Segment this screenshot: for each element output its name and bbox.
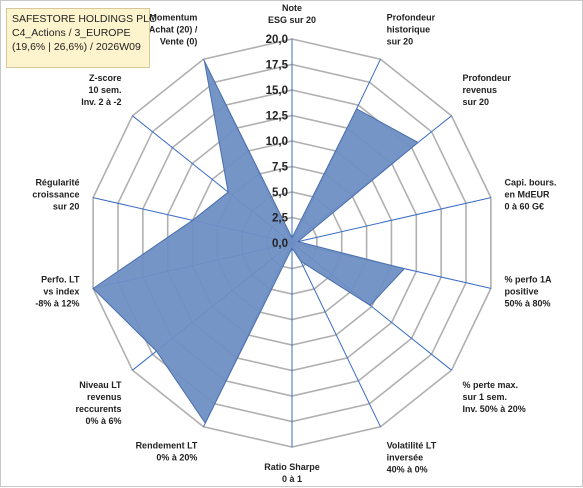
- axis-label-line: Inv. 50% à 20%: [462, 404, 525, 414]
- title-stats: (19,6% | 26,6%) / 2026W09: [12, 41, 141, 53]
- axis-label: Régularité croissance sur 20: [32, 177, 79, 211]
- tick-label: 20,0: [266, 34, 288, 46]
- axis-label: Momentum Achat (20) / Vente (0): [149, 13, 198, 47]
- tick-label: 17,5: [266, 60, 289, 72]
- axis-label-line: -8% à 12%: [35, 299, 79, 309]
- axis-label-line: 10 sem.: [89, 85, 122, 95]
- axis-label-line: % perfo 1A: [505, 275, 553, 285]
- axis-label: Capi. bours. en MdEUR 0 à 60 G€: [505, 177, 557, 211]
- tick-label: 0,0: [272, 238, 288, 250]
- axis-label-line: Momentum: [149, 13, 197, 23]
- axis-label: Niveau LT revenus reccurents 0% à 6%: [76, 380, 123, 426]
- axis-label-line: Note: [282, 3, 302, 13]
- axis-label-line: 0% à 6%: [86, 416, 122, 426]
- axis-label-line: 0 à 1: [282, 474, 302, 484]
- tick-label: 2,5: [272, 213, 289, 225]
- axis-label-line: Niveau LT: [79, 380, 122, 390]
- axis-label-line: positive: [505, 287, 539, 297]
- axis-label-line: sur 20: [53, 201, 80, 211]
- axis-label-line: Rendement LT: [136, 440, 198, 450]
- axis-label-line: reccurents: [76, 404, 122, 414]
- radial-tick-labels: 0,0 2,5 5,0 7,5 10,0 12,5 15,0 17,5 20,0: [266, 34, 289, 250]
- axis-label-line: 0 à 60 G€: [505, 201, 545, 211]
- axis-line: [291, 197, 491, 244]
- radar-series: [92, 60, 419, 425]
- axis-label-line: 0% à 20%: [156, 452, 197, 462]
- axis-label-line: sur 20: [462, 97, 489, 107]
- tick-label: 10,0: [266, 136, 288, 148]
- title-company: SAFESTORE HOLDINGS PLC: [12, 13, 157, 25]
- series-area: [92, 60, 419, 425]
- tick-label: 12,5: [266, 111, 289, 123]
- axis-label-line: Z-score: [89, 73, 122, 83]
- title-category: C4_Actions / 3_EUROPE: [12, 27, 131, 39]
- tick-label: 15,0: [266, 85, 288, 97]
- tick-label: 7,5: [272, 162, 289, 174]
- axis-label-line: Capi. bours.: [505, 177, 557, 187]
- axis-labels: Note ESG sur 20 Profondeur historique sur 20…: [32, 3, 556, 484]
- axis-line: [291, 242, 381, 428]
- chart-title-box: SAFESTORE HOLDINGS PLC C4_Actions / 3_EU…: [6, 8, 157, 68]
- axis-label-line: Perfo. LT: [41, 275, 80, 285]
- axis-label: % perte max. sur 1 sem. Inv. 50% à 20%: [462, 380, 525, 414]
- axis-label-line: Ratio Sharpe: [264, 462, 320, 472]
- axis-label: % perfo 1A positive 50% à 80%: [505, 275, 553, 309]
- axis-label: Z-score 10 sem. Inv. 2 à -2: [81, 73, 121, 107]
- axis-label: Profondeur historique sur 20: [387, 13, 436, 47]
- axis-label-line: ESG sur 20: [268, 15, 316, 25]
- axis-label-line: Profondeur: [462, 73, 511, 83]
- axis-label-line: en MdEUR: [505, 189, 551, 199]
- axis-label-line: % perte max.: [462, 380, 518, 390]
- axis-label-line: croissance: [32, 189, 79, 199]
- axis-label-line: Achat (20) /: [149, 25, 198, 35]
- axis-label-line: Profondeur: [387, 13, 436, 23]
- axis-label-line: Volatilité LT: [387, 440, 437, 450]
- axis-label-line: 50% à 80%: [505, 299, 551, 309]
- axis-label-line: Vente (0): [160, 37, 198, 47]
- axis-label-line: Régularité: [35, 177, 79, 187]
- axis-label-line: Inv. 2 à -2: [81, 97, 121, 107]
- axis-label: Perfo. LT vs index -8% à 12%: [35, 275, 80, 309]
- axis-label-line: revenus: [87, 392, 122, 402]
- tick-label: 5,0: [272, 187, 288, 199]
- axis-label: Volatilité LT inversée 40% à 0%: [387, 440, 437, 474]
- axis-label: Profondeur revenus sur 20: [462, 73, 511, 107]
- axis-label-line: sur 20: [387, 37, 414, 47]
- axis-label-line: revenus: [462, 85, 497, 95]
- axis-label: Ratio Sharpe 0 à 1: [264, 462, 320, 484]
- axis-label-line: historique: [387, 25, 431, 35]
- axis-label: Note ESG sur 20: [268, 3, 316, 25]
- axis-label-line: vs index: [43, 287, 79, 297]
- axis-label: Rendement LT 0% à 20%: [136, 440, 198, 462]
- axis-label-line: inversée: [387, 452, 424, 462]
- axis-label-line: sur 1 sem.: [462, 392, 507, 402]
- axis-label-line: 40% à 0%: [387, 464, 428, 474]
